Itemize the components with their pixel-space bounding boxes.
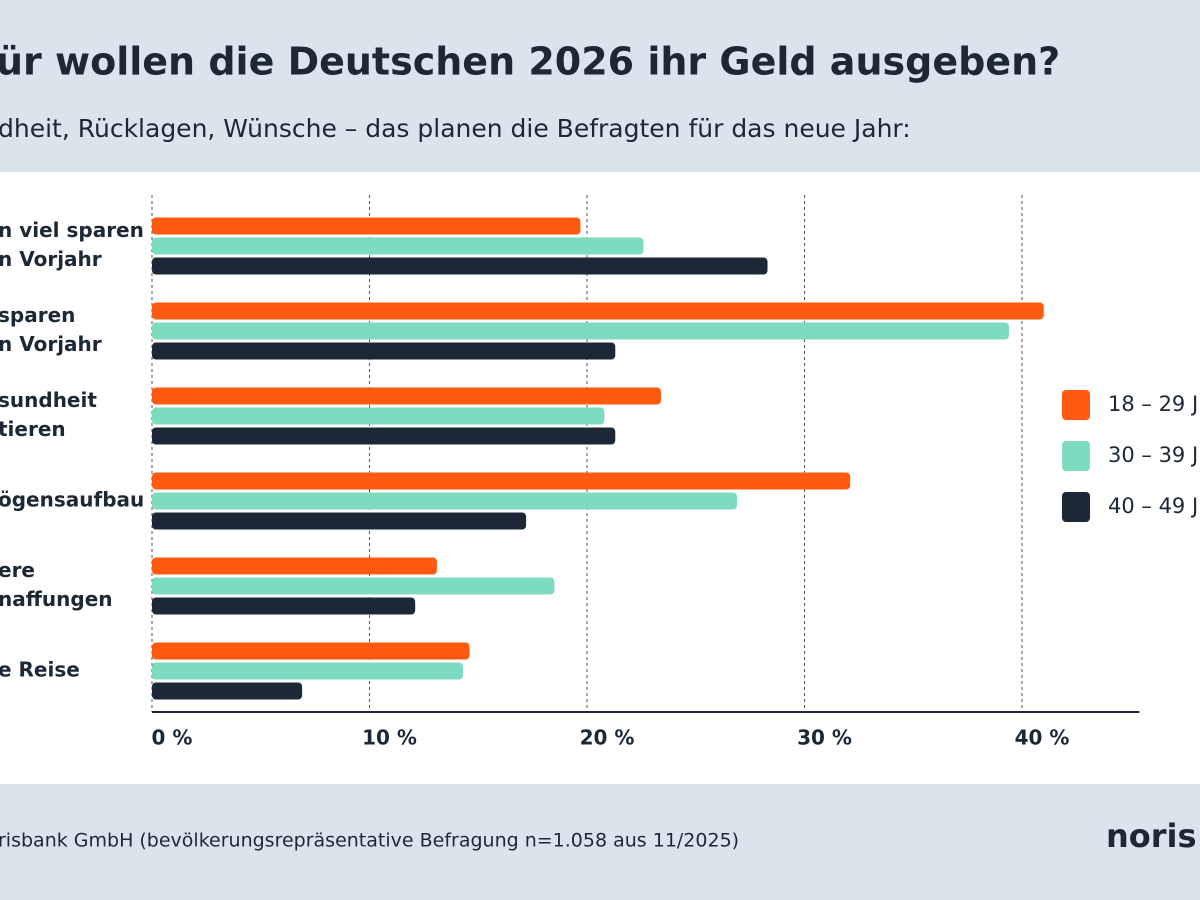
legend-label: 18 – 29 J — [1108, 392, 1198, 416]
bar — [152, 387, 661, 405]
bar — [152, 512, 527, 530]
category-label: n viel sparen — [0, 218, 144, 242]
bar — [152, 407, 605, 425]
bar — [152, 427, 616, 445]
bar — [152, 557, 437, 575]
legend-swatch — [1062, 441, 1090, 471]
x-tick-label: 20 % — [580, 726, 635, 750]
category-label: sundheit — [0, 388, 97, 412]
x-tick-label: 30 % — [797, 726, 852, 750]
category-label: n Vorjahr — [0, 332, 102, 356]
legend-swatch — [1062, 390, 1090, 420]
legend-swatch — [1062, 492, 1090, 522]
bar — [152, 217, 581, 235]
footer-band — [0, 784, 1200, 900]
category-label: tieren — [0, 417, 66, 441]
category-label: ögensaufbau — [0, 488, 144, 512]
category-label: e Reise — [0, 658, 80, 682]
x-tick-label: 40 % — [1015, 726, 1070, 750]
x-tick-label: 0 % — [152, 726, 193, 750]
category-label: sparen — [0, 303, 75, 327]
bar — [152, 577, 555, 595]
header-band — [0, 0, 1200, 172]
bar — [152, 682, 303, 700]
bar — [152, 322, 1009, 340]
source: risbank GmbH (bevölkerungsrepräsentative… — [0, 830, 739, 852]
bar — [152, 492, 738, 510]
bar — [152, 642, 470, 660]
logo: noris — [1106, 817, 1197, 855]
bar — [152, 257, 768, 275]
x-tick-label: 10 % — [362, 726, 417, 750]
chart-title: ür wollen die Deutschen 2026 ihr Geld au… — [0, 40, 1060, 84]
bar — [152, 302, 1044, 320]
bar — [152, 597, 416, 615]
category-label: naffungen — [0, 587, 113, 611]
legend-label: 40 – 49 J — [1108, 494, 1198, 518]
bar — [152, 342, 616, 360]
bar — [152, 662, 464, 680]
bar — [152, 472, 851, 490]
legend-label: 30 – 39 J — [1108, 443, 1198, 467]
category-label: n Vorjahr — [0, 247, 102, 271]
category-label: ere — [0, 558, 35, 582]
chart-subtitle: dheit, Rücklagen, Wünsche – das planen d… — [0, 114, 911, 143]
bar — [152, 237, 644, 255]
